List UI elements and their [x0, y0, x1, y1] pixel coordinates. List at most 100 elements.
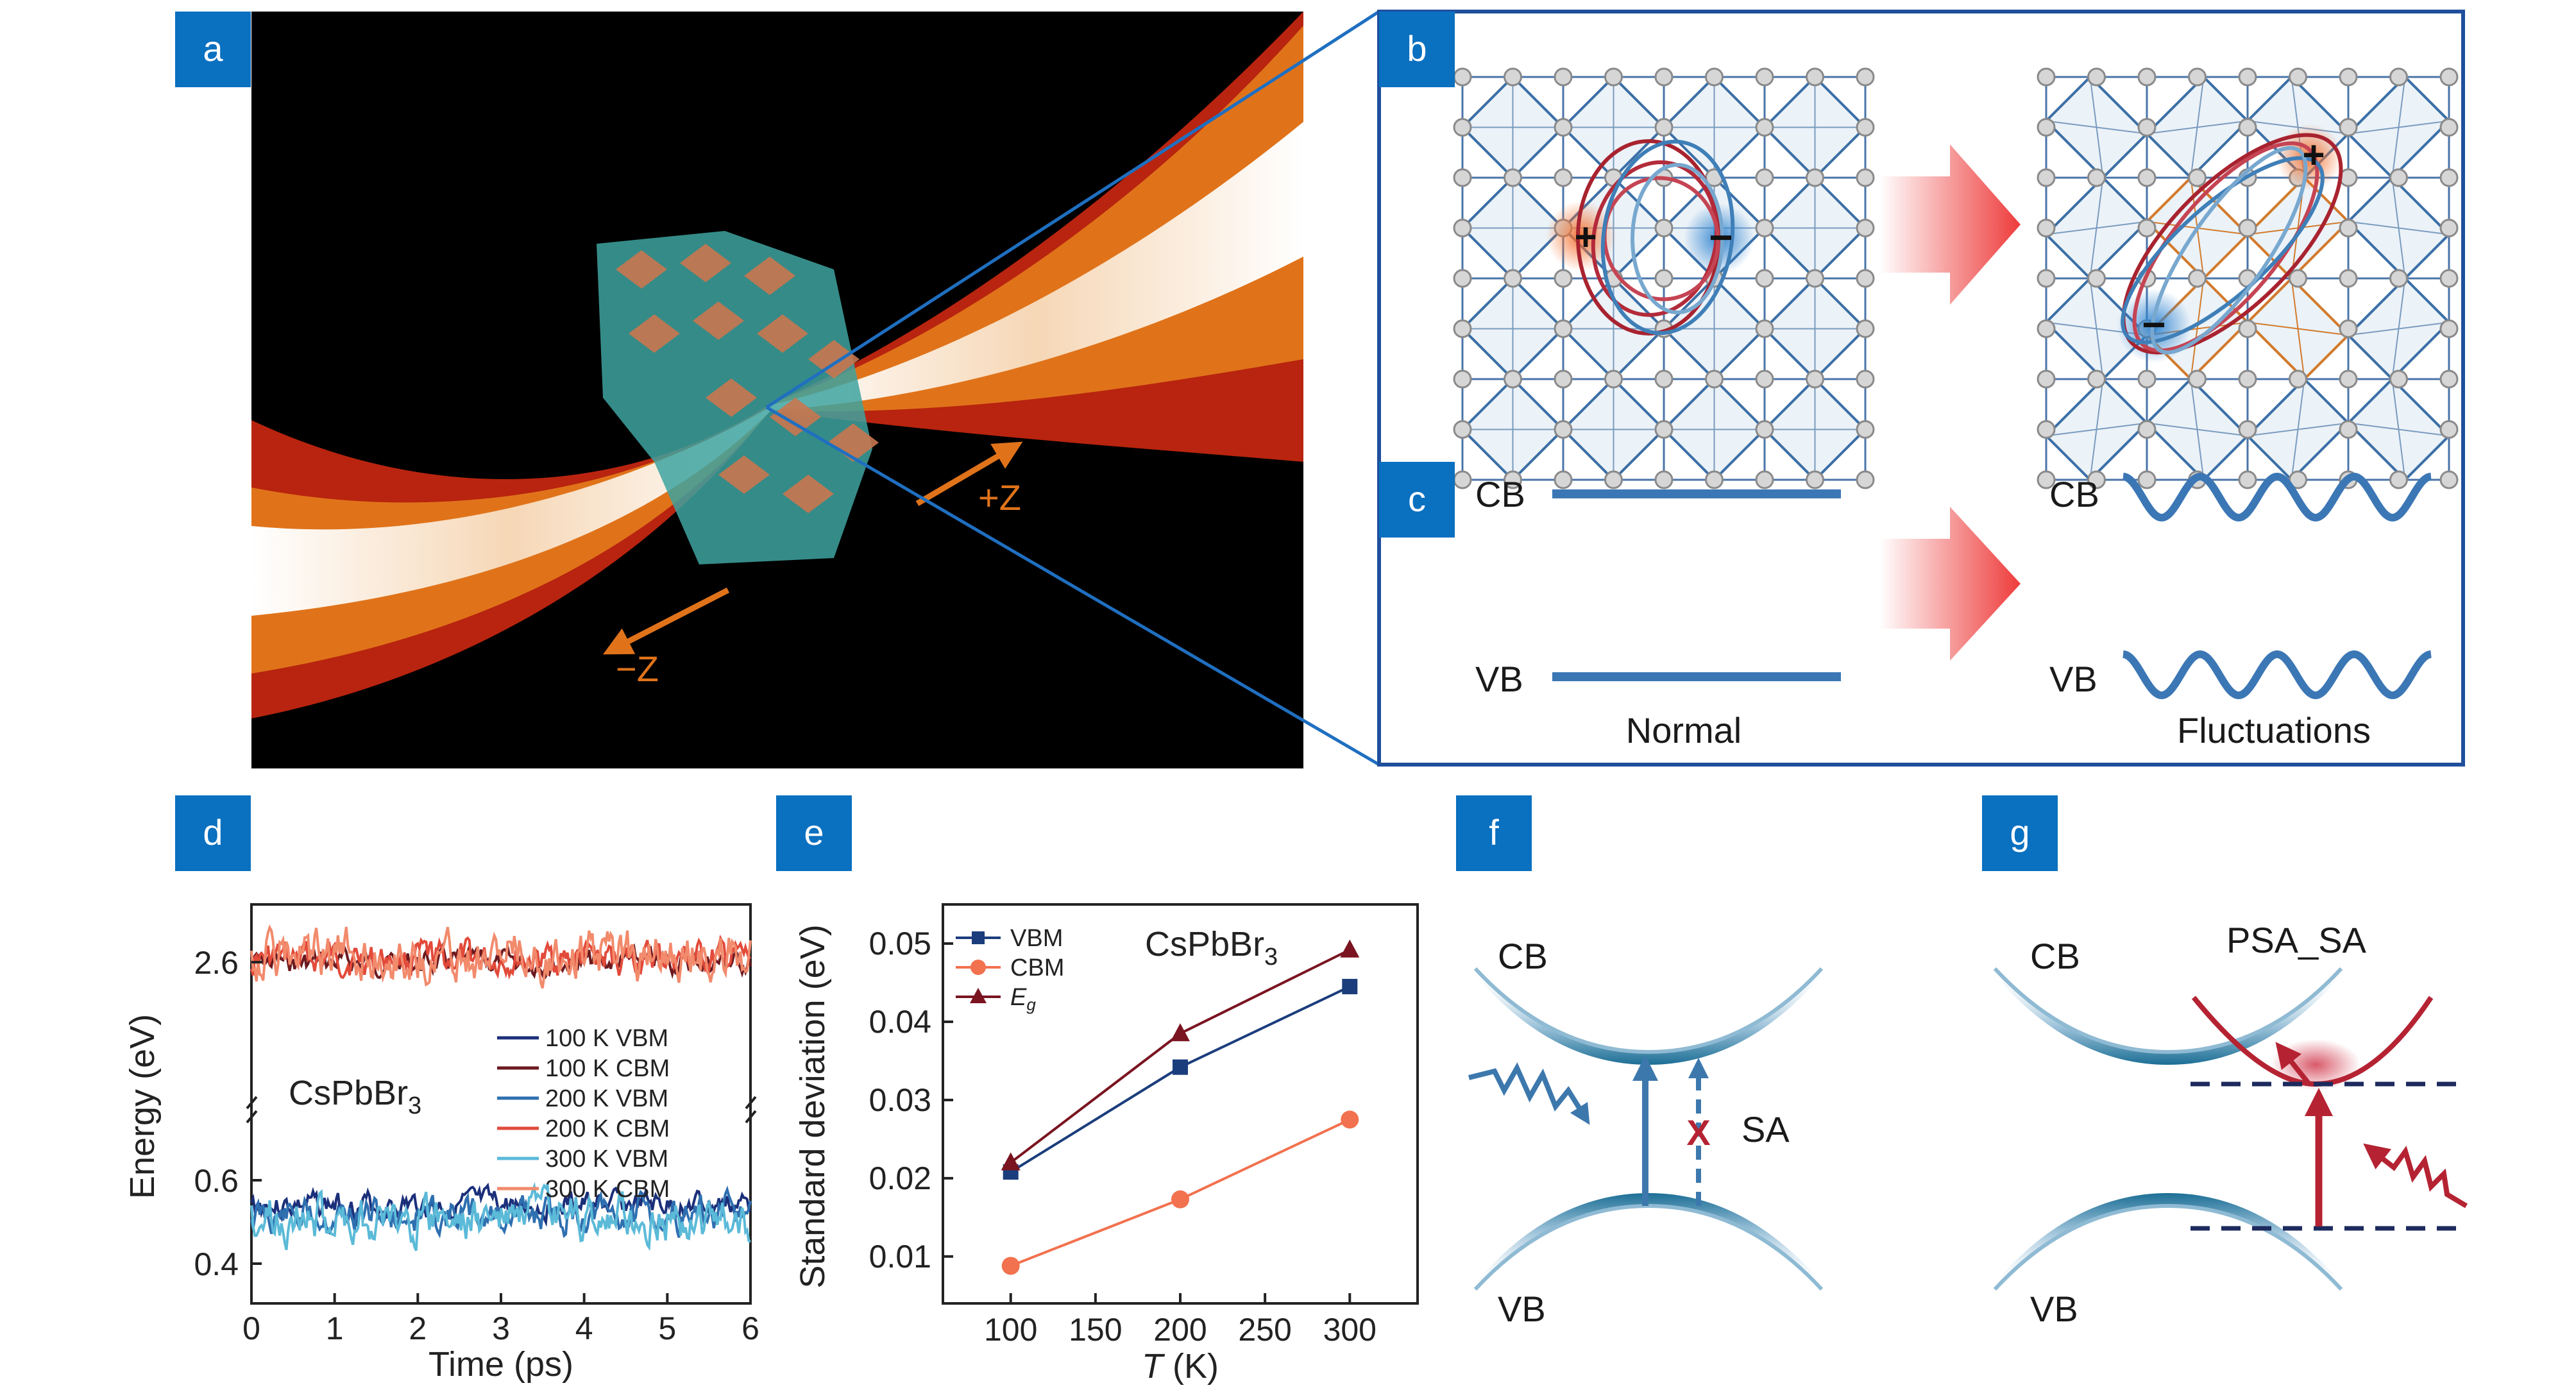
- atom: [1856, 269, 1875, 288]
- panel-label-a: a: [175, 12, 251, 87]
- e-legend-label: Eg: [1010, 984, 1036, 1014]
- minus-z-label: −Z: [616, 648, 659, 689]
- atom: [2087, 67, 2106, 87]
- d-lower-tick-2: 0.4: [194, 1246, 239, 1282]
- atom: [2339, 319, 2358, 338]
- axis-break-right-1: [745, 1096, 757, 1110]
- octahedron-axis: [2348, 321, 2450, 336]
- hole-sign-fluct: +: [2302, 133, 2325, 176]
- atom: [2037, 269, 2056, 288]
- atom: [1755, 118, 1774, 137]
- axis-break-right-2: [745, 1110, 757, 1124]
- atom: [2389, 269, 2408, 288]
- vb-label-fluct: VB: [2049, 659, 2097, 699]
- atom: [2037, 319, 2056, 338]
- atom: [2339, 420, 2358, 439]
- d-material-base: CsPbBr: [289, 1074, 408, 1112]
- lattice-fluctuating: [2037, 67, 2459, 489]
- g-vb-edge: [1993, 1203, 2343, 1291]
- atom: [1654, 420, 1674, 439]
- exciton-fluctuating: + −: [2117, 124, 2343, 363]
- atom: [1453, 219, 1472, 237]
- e-xtick-label: 100: [984, 1312, 1037, 1348]
- panel-d-ticks: 0 1 2 3 4 5 6: [242, 961, 759, 1346]
- e-point-square: [1342, 979, 1358, 995]
- g-vb-band: [1995, 1193, 2341, 1289]
- atom: [2439, 319, 2459, 338]
- atom: [1504, 470, 1522, 489]
- atom: [1453, 269, 1472, 288]
- panel-label-g-text: g: [2010, 812, 2029, 852]
- panel-label-a-text: a: [203, 28, 223, 69]
- atom: [2238, 219, 2257, 237]
- d-legend: 100 K VBM 100 K CBM 200 K VBM 200 K CBM 300 …: [497, 1025, 670, 1203]
- octahedron-axis: [2046, 422, 2148, 437]
- panel-g: CB VB PSA_SA: [1993, 920, 2468, 1329]
- panel-label-b: b: [1379, 12, 1455, 87]
- octahedron-axis: [2046, 120, 2148, 135]
- atom: [2087, 269, 2106, 288]
- panel-label-e: e: [776, 795, 852, 871]
- octahedron-axis: [2247, 422, 2349, 437]
- atom: [2439, 219, 2459, 237]
- atom: [2188, 67, 2207, 87]
- atom: [2037, 470, 2056, 489]
- atom: [2339, 219, 2358, 237]
- f-sa-label: SA: [1741, 1109, 1790, 1149]
- e-xtick-label: 300: [1323, 1312, 1377, 1348]
- g-cb-band: [1995, 969, 2341, 1065]
- atom: [2389, 470, 2408, 489]
- atom: [2439, 420, 2459, 439]
- atom: [2389, 369, 2408, 389]
- atom: [2339, 118, 2358, 137]
- e-point-square: [1173, 1059, 1188, 1075]
- atom: [2238, 420, 2257, 439]
- e-ytick-label: 0.03: [869, 1082, 931, 1118]
- g-vb-label: VB: [2030, 1289, 2078, 1329]
- atom: [2439, 470, 2459, 489]
- atom: [2037, 369, 2056, 389]
- atom: [2087, 470, 2106, 489]
- e-xtick-label: 200: [1153, 1312, 1207, 1348]
- atom: [1856, 420, 1875, 439]
- atom: [2137, 470, 2157, 489]
- f-cb-label: CB: [1498, 936, 1548, 976]
- atom: [1856, 67, 1875, 87]
- atom: [1856, 168, 1875, 187]
- atom: [1654, 219, 1674, 237]
- d-legend-label: 300 K VBM: [545, 1146, 668, 1173]
- axis-break-left-2: [246, 1110, 258, 1124]
- exciton-orbits-fluct: [2121, 133, 2343, 355]
- atom: [1755, 369, 1774, 389]
- panel-label-e-text: e: [804, 812, 824, 852]
- cb-label-normal: CB: [1475, 474, 1525, 514]
- octahedron-axis: [2146, 120, 2248, 135]
- atom: [1806, 168, 1824, 187]
- atom: [1554, 168, 1573, 187]
- atom: [1806, 470, 1824, 489]
- atom: [2439, 269, 2459, 288]
- atom: [1705, 369, 1724, 389]
- e-point-circle: [1001, 1257, 1020, 1275]
- energy-trace: [250, 1182, 752, 1228]
- atom: [1554, 269, 1573, 288]
- d-legend-label: 100 K CBM: [545, 1055, 670, 1082]
- atom: [1554, 420, 1573, 439]
- e-material: CsPbBr3: [1145, 925, 1278, 970]
- atom: [2137, 168, 2157, 187]
- panel-e: 100 150 200 250 300 0.01 0.02 0.03 0.04 0.05 VBMCB…: [793, 903, 1419, 1386]
- transition-arrow-c: [1879, 507, 2021, 661]
- atom: [2439, 118, 2459, 137]
- panel-label-d: d: [175, 795, 251, 871]
- atom: [1705, 470, 1724, 489]
- atom: [1604, 67, 1623, 87]
- atom: [1654, 67, 1674, 87]
- exciton-normal: + −: [1546, 139, 1754, 335]
- atom: [2137, 420, 2157, 439]
- atom: [2087, 168, 2106, 187]
- atom: [2137, 67, 2157, 87]
- atom: [1554, 67, 1573, 87]
- atom: [2037, 118, 2056, 137]
- atom: [1453, 369, 1472, 389]
- atom: [2238, 67, 2257, 87]
